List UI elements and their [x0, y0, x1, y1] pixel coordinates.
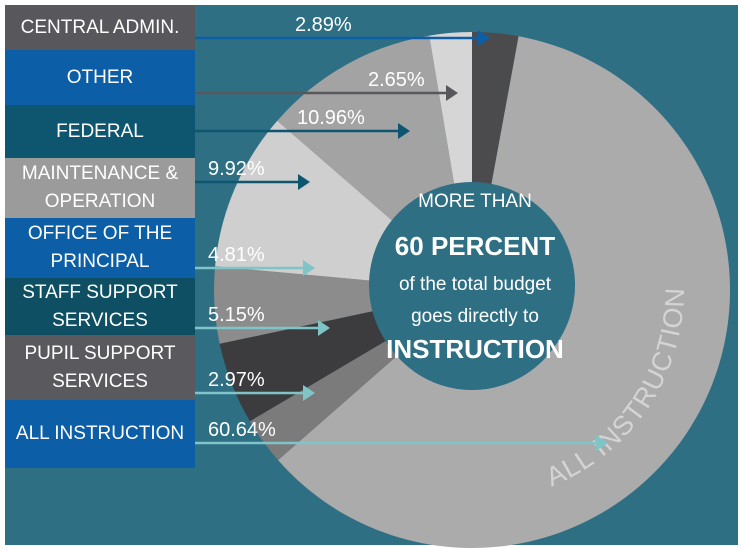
- center-text: goes directly to: [411, 306, 539, 327]
- center-circle: [369, 182, 575, 388]
- center-text: of the total budget: [399, 274, 552, 295]
- arrow-head: [303, 385, 315, 401]
- value-label: 10.96%: [297, 107, 365, 129]
- category-label: CENTRAL ADMIN.: [5, 5, 195, 50]
- category-label: PUPIL SUPPORT SERVICES: [5, 335, 195, 400]
- category-label: ALL INSTRUCTION: [5, 400, 195, 468]
- arrow-head: [446, 85, 458, 101]
- value-label: 2.65%: [368, 69, 425, 91]
- category-label: STAFF SUPPORT SERVICES: [5, 278, 195, 335]
- center-text: INSTRUCTION: [386, 334, 564, 364]
- category-label: OFFICE OF THE PRINCIPAL: [5, 218, 195, 278]
- category-label: MAINTENANCE & OPERATION: [5, 158, 195, 218]
- arrow-head: [398, 123, 410, 139]
- pie-slice: [214, 266, 375, 344]
- pie-slice: [215, 120, 397, 281]
- center-text: MORE THAN: [418, 191, 532, 212]
- arrow-head: [478, 30, 490, 46]
- value-label: 4.81%: [208, 244, 265, 266]
- arrow-head: [318, 320, 330, 336]
- arrow-head: [298, 174, 310, 190]
- arrow-head: [596, 435, 608, 451]
- center-text: 60 PERCENT: [395, 231, 555, 261]
- value-label: 60.64%: [208, 419, 276, 441]
- category-label: OTHER: [5, 50, 195, 105]
- pie-slice: [429, 32, 472, 192]
- pie-slice: [472, 32, 519, 192]
- value-label: 5.15%: [208, 304, 265, 326]
- category-label: FEDERAL: [5, 105, 195, 158]
- pie-slice: [278, 36, 731, 548]
- value-label: 2.97%: [208, 369, 265, 391]
- arrow-head: [303, 260, 315, 276]
- value-label: 9.92%: [208, 158, 265, 180]
- value-label: 2.89%: [295, 14, 352, 36]
- pie-slice: [249, 340, 397, 461]
